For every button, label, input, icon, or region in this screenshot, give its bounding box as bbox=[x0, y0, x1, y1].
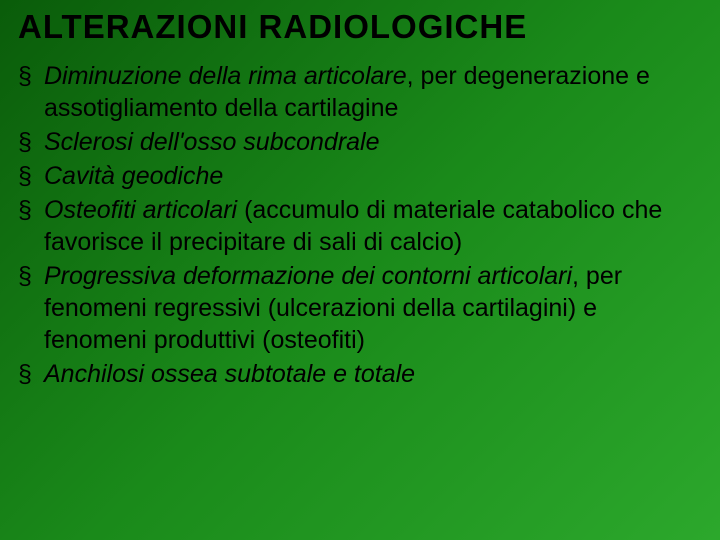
list-item-emph: Diminuzione della rima articolare bbox=[44, 62, 407, 90]
list-item-emph: Osteofiti articolari bbox=[44, 196, 237, 224]
bullet-list: Diminuzione della rima articolare, per d… bbox=[18, 60, 702, 390]
slide: ALTERAZIONI RADIOLOGICHE Diminuzione del… bbox=[0, 0, 720, 540]
list-item: Anchilosi ossea subtotale e totale bbox=[18, 358, 702, 390]
list-item-emph: Cavità geodiche bbox=[44, 162, 223, 190]
list-item: Sclerosi dell'osso subcondrale bbox=[18, 126, 702, 158]
slide-title: ALTERAZIONI RADIOLOGICHE bbox=[18, 8, 702, 46]
list-item-emph: Progressiva deformazione dei contorni ar… bbox=[44, 262, 572, 290]
list-item: Progressiva deformazione dei contorni ar… bbox=[18, 260, 702, 356]
list-item-emph: Sclerosi dell'osso subcondrale bbox=[44, 128, 380, 156]
list-item: Osteofiti articolari (accumulo di materi… bbox=[18, 194, 702, 258]
list-item: Cavità geodiche bbox=[18, 160, 702, 192]
list-item: Diminuzione della rima articolare, per d… bbox=[18, 60, 702, 124]
list-item-emph: Anchilosi ossea subtotale e totale bbox=[44, 360, 415, 388]
